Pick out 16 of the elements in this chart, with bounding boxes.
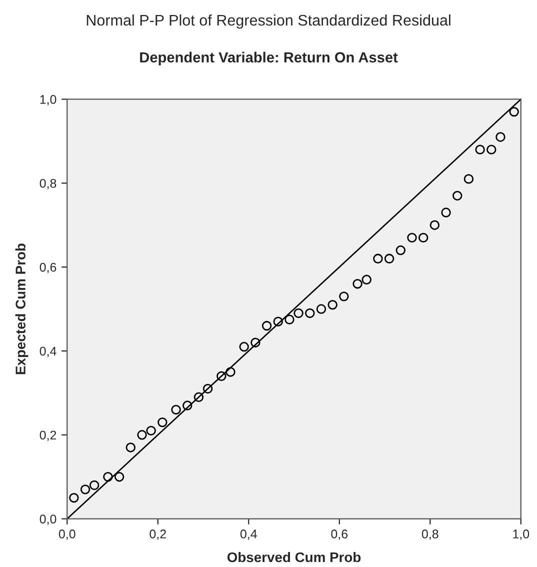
y-tick-label: 0,2 [40, 430, 56, 442]
y-axis-title: Expected Cum Prob [15, 244, 28, 374]
x-tick-label: 0,6 [331, 530, 348, 540]
x-tick-label: 0,8 [422, 530, 438, 540]
chart-title: Normal P-P Plot of Regression Standardized Residual [86, 14, 450, 29]
x-tick-label: 0,4 [240, 530, 257, 540]
x-axis-title: Observed Cum Prob [227, 552, 361, 562]
y-tick-label: 1,0 [40, 95, 56, 106]
x-tick-label: 1,0 [513, 530, 530, 540]
y-tick-label: 0,6 [40, 262, 56, 274]
x-tick-label: 0,0 [58, 530, 76, 540]
y-tick-label: 0,8 [40, 178, 56, 190]
y-tick-label: 0,4 [40, 346, 56, 358]
y-tick-label: 0,0 [40, 514, 56, 525]
chart-subtitle: Dependent Variable: Return On Asset [140, 52, 398, 66]
x-tick-label: 0,2 [150, 530, 166, 540]
